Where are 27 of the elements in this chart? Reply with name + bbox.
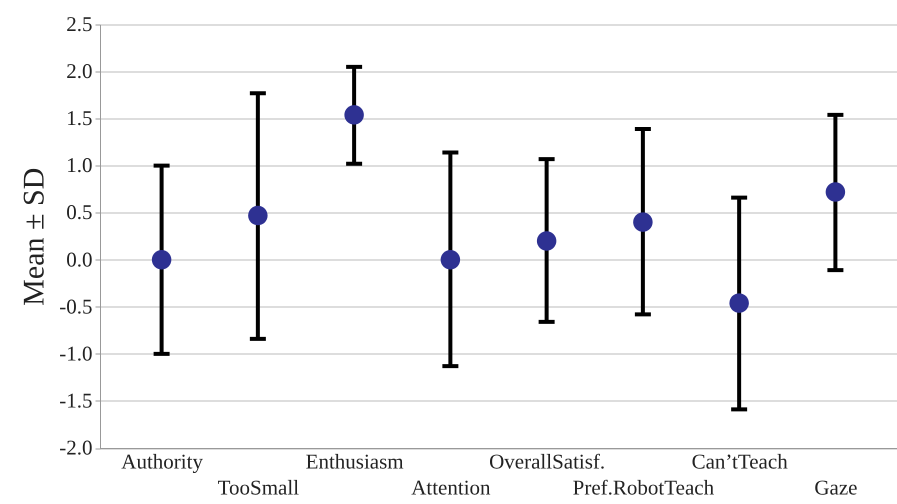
x-tick-label: Gaze [814,476,858,500]
y-tick-label: 0.5 [66,200,92,224]
point [826,182,846,202]
y-tick-label: -0.5 [59,294,92,318]
x-tick-label: TooSmall [218,476,300,500]
point [344,105,364,125]
point [633,212,653,232]
y-tick-label: 2.5 [66,12,92,36]
x-tick-label: Enthusiasm [306,450,404,474]
point [440,250,460,270]
point [729,293,749,313]
y-axis-title: Mean ± SD [17,168,50,306]
point [536,231,556,251]
x-tick-label: Can’tTeach [692,450,788,474]
x-tick-label: OverallSatisf. [489,450,606,474]
y-tick-label: -1.0 [59,341,92,366]
y-tick-label: -1.5 [59,388,92,412]
y-tick-label: 2.0 [66,59,92,84]
y-tick-label: 1.0 [66,153,92,178]
x-tick-label: Authority [121,450,204,474]
y-tick-label: 1.5 [66,106,92,130]
point [152,250,172,270]
y-tick-label: -2.0 [59,436,92,460]
point [248,206,268,226]
x-tick-label: Attention [411,476,492,500]
x-tick-label: Pref.RobotTeach [572,476,715,500]
y-tick-label: 0.0 [66,247,92,272]
